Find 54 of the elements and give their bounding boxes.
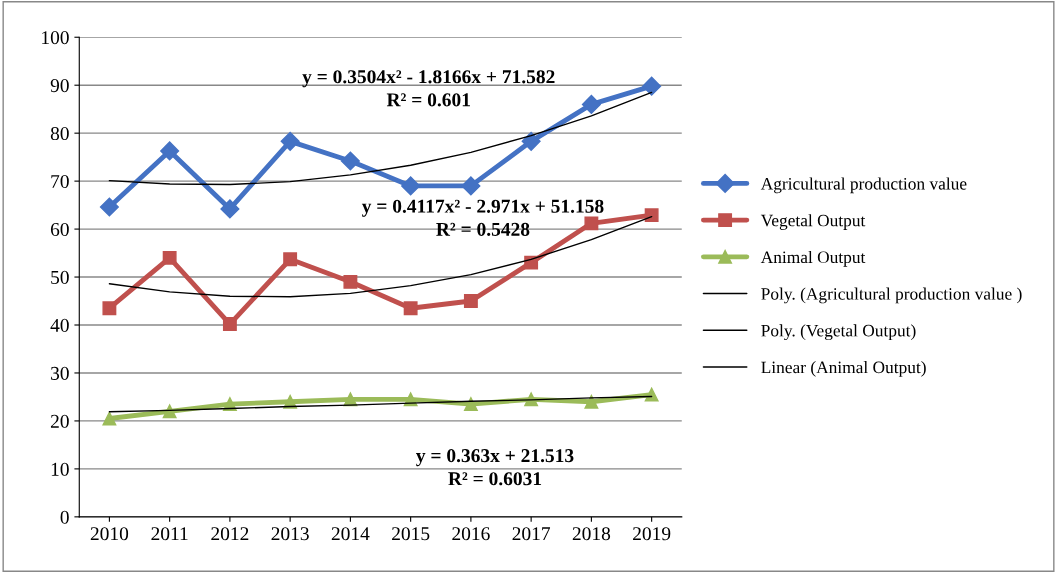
y-tick-label: 90 xyxy=(50,79,69,93)
point xyxy=(102,411,117,426)
x-tick-label: 2013 xyxy=(271,527,309,541)
point xyxy=(642,76,662,96)
x-tick-label: 2016 xyxy=(452,527,490,541)
point xyxy=(581,94,601,114)
point xyxy=(463,397,478,412)
y-tick-label: 50 xyxy=(51,270,69,284)
legend-label: Vegetal Output xyxy=(760,214,866,230)
point xyxy=(343,274,358,289)
y-tick-label: 60 xyxy=(50,222,69,237)
point xyxy=(644,387,659,402)
point xyxy=(403,301,418,316)
point xyxy=(584,216,599,231)
point xyxy=(280,131,300,151)
point xyxy=(162,404,177,419)
point xyxy=(461,176,481,196)
point xyxy=(644,208,659,223)
x-tick-label: 2014 xyxy=(331,527,370,541)
annotation: y = 0.3504x² - 1.8166x + 71.582 R² = 0.601 xyxy=(302,70,555,107)
legend-label: Poly. (Vegetal Output) xyxy=(761,324,916,341)
point xyxy=(220,199,240,219)
y-tick-label: 20 xyxy=(50,414,69,428)
point xyxy=(99,197,119,217)
point xyxy=(340,151,360,171)
x-tick-label: 2017 xyxy=(512,527,551,541)
legend-label: Agricultural production value xyxy=(760,177,967,194)
point xyxy=(401,176,421,196)
point xyxy=(162,250,177,265)
y-tick-label: 70 xyxy=(51,174,69,189)
point xyxy=(222,317,237,331)
x-tick-label: 2015 xyxy=(392,527,430,541)
x-tick-label: 2018 xyxy=(572,527,611,541)
y-tick-label: 100 xyxy=(42,31,69,45)
y-tick-label: 30 xyxy=(51,366,69,380)
y-tick-label: 40 xyxy=(50,318,69,332)
point xyxy=(102,301,117,316)
y-tick-label: 0 xyxy=(60,510,69,524)
point xyxy=(584,394,599,409)
legend-label: Animal Output xyxy=(760,250,866,267)
y-tick-label: 10 xyxy=(51,462,69,476)
point xyxy=(283,252,298,267)
x-tick-label: 2011 xyxy=(151,527,188,541)
point xyxy=(160,141,180,161)
legend-label: Poly. (Agricultural production value ) xyxy=(761,287,1022,304)
x-tick-label: 2019 xyxy=(633,527,671,541)
x-tick-label: 2012 xyxy=(211,527,249,541)
annotation: y = 0.4117x² - 2.971x + 51.158 R² = 0.5428 xyxy=(361,199,604,236)
point xyxy=(463,294,478,308)
x-tick-label: 2010 xyxy=(90,527,129,541)
point xyxy=(521,131,541,151)
y-tick-label: 80 xyxy=(50,126,69,141)
legend-label: Linear (Animal Output) xyxy=(761,361,926,377)
annotation: y = 0.363x + 21.513 R² = 0.6031 xyxy=(416,449,574,486)
